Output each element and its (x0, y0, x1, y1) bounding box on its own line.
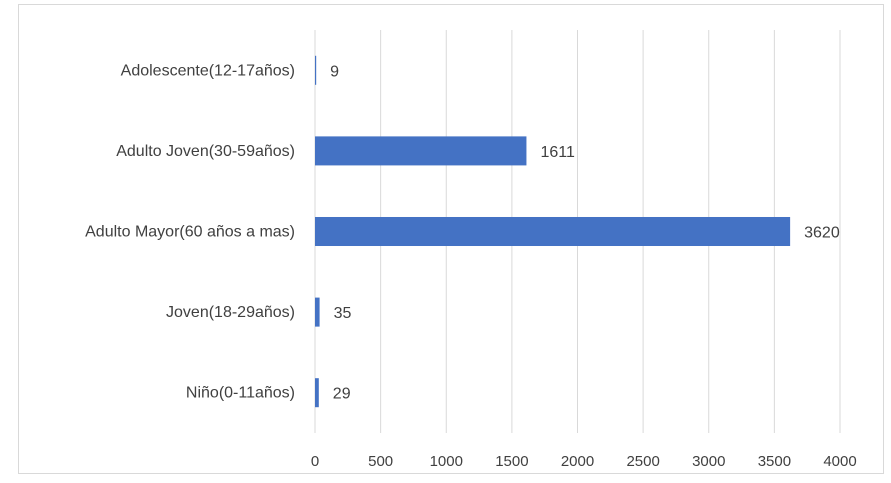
category-label: Adulto Mayor(60 años a mas) (85, 224, 295, 241)
x-tick-label: 0 (311, 453, 319, 470)
x-tick-label: 1000 (430, 453, 463, 470)
bars (315, 55, 791, 408)
bar (315, 378, 319, 408)
data-label: 3620 (804, 225, 840, 242)
tick-labels: 0 500 1000 1500 2000 2500 3000 3500 4000 (311, 453, 857, 470)
x-tick-label: 2500 (626, 453, 659, 470)
bar (315, 216, 791, 247)
x-tick-label: 1500 (495, 453, 528, 470)
data-label: 29 (333, 386, 351, 403)
x-tick-label: 3500 (758, 453, 791, 470)
data-label: 35 (334, 305, 352, 322)
data-label: 1611 (540, 144, 575, 161)
data-label: 9 (330, 63, 339, 80)
category-labels: Adolescente(12-17años) Adulto Joven(30-59… (85, 62, 295, 401)
x-tick-label: 500 (368, 453, 393, 470)
bar (315, 55, 317, 85)
category-label: Adolescente(12-17años) (121, 62, 295, 79)
x-tick-label: 2000 (561, 453, 594, 470)
bar (315, 136, 527, 166)
bar (315, 297, 320, 327)
category-label: Niño(0-11años) (186, 385, 295, 402)
category-label: Adulto Joven(30-59años) (116, 143, 295, 160)
x-tick-label: 4000 (823, 453, 856, 470)
category-label: Joven(18-29años) (166, 304, 295, 321)
data-labels: 9 1611 3620 35 29 (330, 63, 840, 402)
x-tick-label: 3000 (692, 453, 725, 470)
